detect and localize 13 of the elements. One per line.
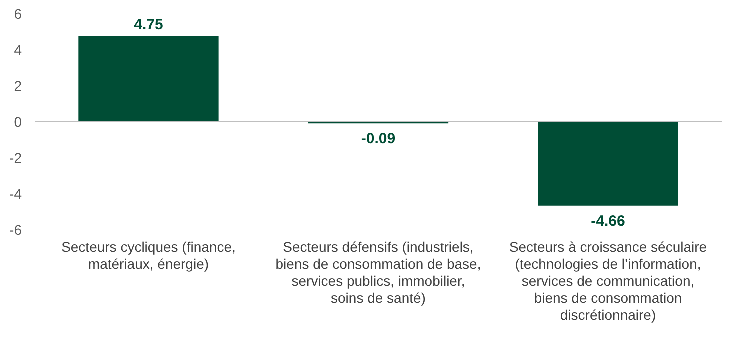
x-tick-label: Secteurs défensifs (industriels, biens de consommation de base, services publics, immobilier, soins de santé) bbox=[276, 239, 482, 306]
x-tick-label: Secteurs cycliques (finance, matériaux, énergie) bbox=[62, 239, 236, 272]
y-tick-label: 0 bbox=[14, 114, 22, 130]
y-tick-label: -2 bbox=[10, 150, 22, 166]
data-label: -0.09 bbox=[361, 130, 396, 148]
y-tick-label: -4 bbox=[10, 186, 22, 202]
y-tick-label: 6 bbox=[14, 6, 22, 22]
y-tick-label: -6 bbox=[10, 222, 22, 238]
y-tick-label: 2 bbox=[14, 78, 22, 94]
y-tick-label: 4 bbox=[14, 42, 22, 58]
x-tick-label: Secteurs à croissance séculaire (technologies de l’information, services de communication, biens de consommation discrétionnaire) bbox=[509, 239, 708, 323]
data-label: -4.66 bbox=[591, 212, 626, 230]
data-label: 4.75 bbox=[134, 16, 164, 34]
